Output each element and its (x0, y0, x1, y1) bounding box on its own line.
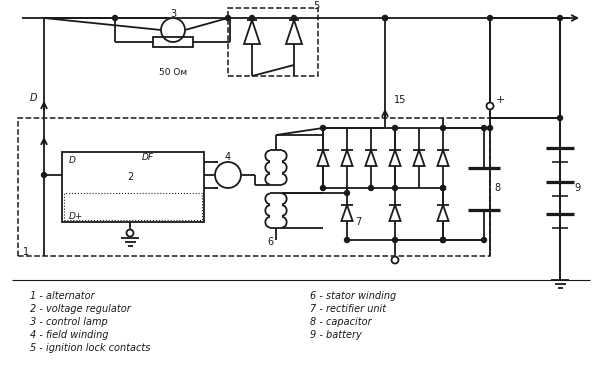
Circle shape (392, 256, 398, 263)
Circle shape (440, 186, 445, 191)
Text: 9 - battery: 9 - battery (310, 330, 362, 340)
Text: 6 - stator winding: 6 - stator winding (310, 291, 396, 301)
Text: 7: 7 (355, 217, 361, 227)
Circle shape (440, 186, 445, 191)
Circle shape (487, 102, 493, 109)
Circle shape (392, 186, 398, 191)
Circle shape (482, 238, 487, 242)
Text: 2 - voltage regulator: 2 - voltage regulator (30, 304, 131, 314)
Polygon shape (341, 205, 353, 221)
Circle shape (41, 172, 47, 177)
Circle shape (383, 16, 388, 21)
Text: 4 - field winding: 4 - field winding (30, 330, 109, 340)
Text: 1 - alternator: 1 - alternator (30, 291, 95, 301)
Text: D+: D+ (69, 212, 83, 221)
Text: 9: 9 (574, 183, 580, 193)
Text: 1: 1 (23, 247, 29, 257)
Text: 8 - capacitor: 8 - capacitor (310, 317, 371, 327)
Circle shape (292, 16, 296, 21)
Circle shape (487, 16, 493, 21)
Circle shape (557, 116, 563, 121)
Circle shape (161, 18, 185, 42)
Text: 2: 2 (127, 172, 133, 182)
Text: 6: 6 (267, 237, 273, 247)
Circle shape (320, 186, 325, 191)
Polygon shape (341, 150, 353, 166)
Circle shape (344, 191, 349, 196)
Circle shape (127, 230, 133, 237)
Bar (153, 37, 193, 47)
Polygon shape (317, 150, 329, 166)
Polygon shape (365, 150, 377, 166)
Circle shape (226, 16, 230, 21)
Circle shape (482, 126, 487, 130)
Text: 50 Ом: 50 Ом (159, 68, 187, 77)
Bar (62, 152, 204, 222)
Text: 5 - ignition lock contacts: 5 - ignition lock contacts (30, 343, 151, 353)
Polygon shape (437, 150, 449, 166)
Circle shape (250, 16, 254, 21)
Text: 3: 3 (170, 9, 176, 19)
Bar (18, 118, 490, 256)
Circle shape (344, 238, 349, 242)
Circle shape (440, 126, 445, 130)
Circle shape (440, 238, 445, 242)
Circle shape (440, 238, 445, 242)
Circle shape (392, 238, 398, 242)
Text: D: D (29, 93, 37, 103)
Text: +: + (496, 95, 505, 105)
Polygon shape (389, 205, 401, 221)
Text: 8: 8 (494, 183, 500, 193)
Circle shape (557, 16, 563, 21)
Circle shape (368, 186, 373, 191)
Circle shape (383, 16, 388, 21)
Polygon shape (389, 150, 401, 166)
Circle shape (215, 162, 241, 188)
Circle shape (392, 126, 398, 130)
Text: 15: 15 (394, 95, 406, 105)
Polygon shape (437, 205, 449, 221)
Circle shape (487, 126, 493, 130)
Text: 4: 4 (225, 152, 231, 162)
Text: D: D (69, 156, 76, 165)
Text: 3 - control lamp: 3 - control lamp (30, 317, 108, 327)
Text: DF: DF (142, 152, 154, 161)
Text: 7 - rectifier unit: 7 - rectifier unit (310, 304, 386, 314)
Circle shape (113, 16, 118, 21)
Circle shape (320, 126, 325, 130)
Circle shape (440, 238, 445, 242)
Bar (64, 193, 202, 220)
Bar (228, 8, 318, 76)
Polygon shape (413, 150, 425, 166)
Text: 5: 5 (313, 1, 319, 11)
